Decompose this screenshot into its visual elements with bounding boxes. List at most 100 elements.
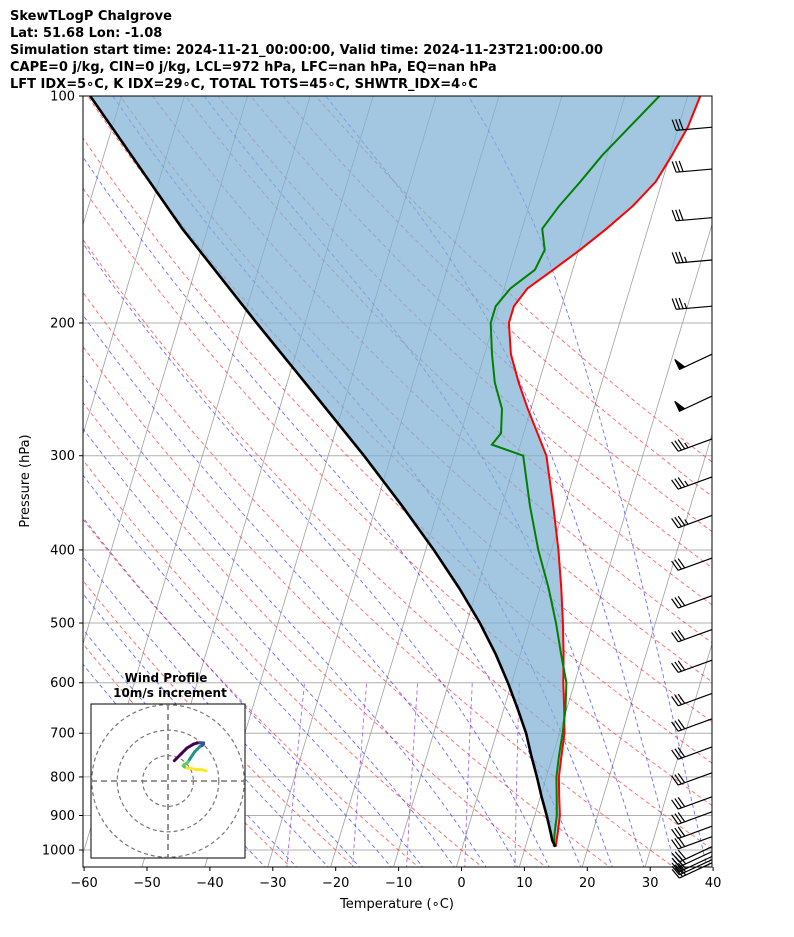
isotherm-line	[644, 642, 712, 867]
mixing-ratio-line	[352, 682, 368, 867]
x-tick-label: −50	[133, 876, 160, 891]
moist-adiabat-line	[83, 555, 361, 867]
wind-barb-flag	[671, 775, 679, 786]
wind-barb-flag	[671, 862, 680, 873]
wind-barb-staff	[679, 851, 713, 868]
isotherm-line	[707, 852, 712, 867]
wind-barb-flag	[678, 297, 684, 309]
hodograph-ring	[116, 729, 220, 833]
wind-barb-half-flag	[684, 302, 688, 309]
wind-barb-staff	[679, 862, 713, 879]
wind-barb-flag	[674, 838, 682, 849]
wind-barb-pennant	[674, 400, 686, 412]
wind-barb-flag	[674, 774, 682, 785]
wind-barb-flag	[671, 518, 679, 529]
wind-barb-staff	[677, 659, 713, 674]
wind-barb-flag	[677, 629, 686, 640]
wind-barb-half-flag	[684, 442, 689, 449]
wind-barb-flag	[671, 560, 679, 571]
wind-barb-flag	[674, 867, 684, 877]
dry-adiabat-line	[83, 401, 547, 867]
dewpoint-line	[489, 96, 661, 847]
wind-barb-flag	[671, 209, 677, 222]
wind-barb-flag	[674, 864, 684, 874]
moist-adiabat-line	[83, 628, 298, 867]
parcel-line	[89, 96, 557, 848]
wind-barb-staff	[677, 595, 713, 609]
wind-barb-flag	[677, 773, 686, 784]
isotherm-line	[83, 96, 123, 227]
wind-barb-flag	[671, 598, 679, 609]
wind-barb-flag	[677, 747, 686, 758]
wind-barb-flag	[671, 298, 677, 310]
wind-barb-staff	[676, 217, 713, 222]
wind-barb-flag	[677, 595, 686, 606]
wind-barb-flag	[677, 826, 686, 837]
wind-barb-flag	[671, 119, 677, 131]
y-tick-label: 900	[50, 809, 75, 824]
wind-barb	[671, 859, 713, 876]
wind-barb-flag	[677, 862, 687, 873]
wind-barb-flag	[671, 749, 679, 760]
wind-barb-flag	[671, 252, 677, 264]
y-tick-label: 200	[50, 316, 75, 331]
y-tick-label: 500	[50, 617, 75, 632]
wind-barb-flag	[671, 632, 679, 643]
wind-barb-flag	[677, 660, 686, 671]
wind-barb-flag	[671, 721, 679, 732]
wind-barb-flag	[677, 812, 686, 823]
wind-barb-flag	[671, 868, 680, 879]
wind-barb-flag	[671, 865, 680, 876]
dry-adiabat-line	[83, 187, 712, 807]
wind-barb-flag	[674, 440, 682, 451]
moist-adiabat-line	[83, 375, 487, 867]
wind-barb-flag	[677, 439, 686, 450]
wind-barb-staff	[676, 259, 713, 264]
wind-barb-flag	[671, 799, 679, 810]
cape-line: CAPE=0 j/kg, CIN=0 j/kg, LCL=972 hPa, LF…	[10, 60, 497, 75]
y-tick-label: 700	[50, 727, 75, 742]
station-title: SkewTLogP Chalgrove	[10, 9, 172, 24]
wind-barb-flag	[675, 251, 681, 264]
x-tick-label: −40	[196, 876, 223, 891]
isotherm-line	[581, 432, 712, 867]
isotherm-line	[455, 96, 689, 867]
wind-barb-staff	[677, 825, 713, 840]
wind-barb	[671, 160, 713, 173]
dry-adiabat-line	[87, 96, 712, 723]
hodograph-title: Wind Profile	[125, 671, 208, 685]
wind-barb	[671, 796, 713, 810]
wind-barb	[671, 118, 713, 131]
moist-adiabat-line	[83, 314, 519, 867]
wind-barb	[671, 718, 713, 732]
wind-barb-flag	[675, 298, 681, 310]
wind-barb-flag	[677, 719, 686, 730]
mixing-ratio-line	[286, 682, 306, 867]
wind-barb-flag	[674, 798, 682, 809]
wind-barb	[671, 811, 713, 825]
wind-barb-staff	[679, 859, 713, 876]
wind-barb-staff	[679, 846, 713, 863]
wind-barb-staff	[677, 811, 713, 825]
wind-barb-staff	[677, 476, 713, 490]
wind-barb-flag	[674, 597, 682, 608]
plot-frame	[82, 95, 713, 868]
x-tick-label: −20	[322, 876, 349, 891]
wind-barb-staff	[677, 796, 713, 810]
wind-barb	[671, 438, 713, 452]
wind-barb-staff	[676, 168, 713, 173]
wind-barb-flag	[671, 814, 679, 825]
isotherm-line	[83, 96, 185, 436]
wind-barb-flag	[674, 851, 684, 861]
wind-barb-flag	[678, 251, 684, 263]
wind-barb-flag	[678, 160, 684, 172]
wind-barb-pennant	[674, 359, 686, 371]
wind-barb	[671, 514, 713, 529]
wind-barb-staff	[677, 718, 713, 732]
wind-barb	[671, 297, 713, 310]
wind-barb-flag	[671, 852, 680, 863]
wind-barb-flag	[674, 559, 682, 570]
wind-barb-flag	[677, 477, 686, 488]
y-tick-label: 800	[50, 770, 75, 785]
wind-barb-flag	[671, 441, 679, 452]
